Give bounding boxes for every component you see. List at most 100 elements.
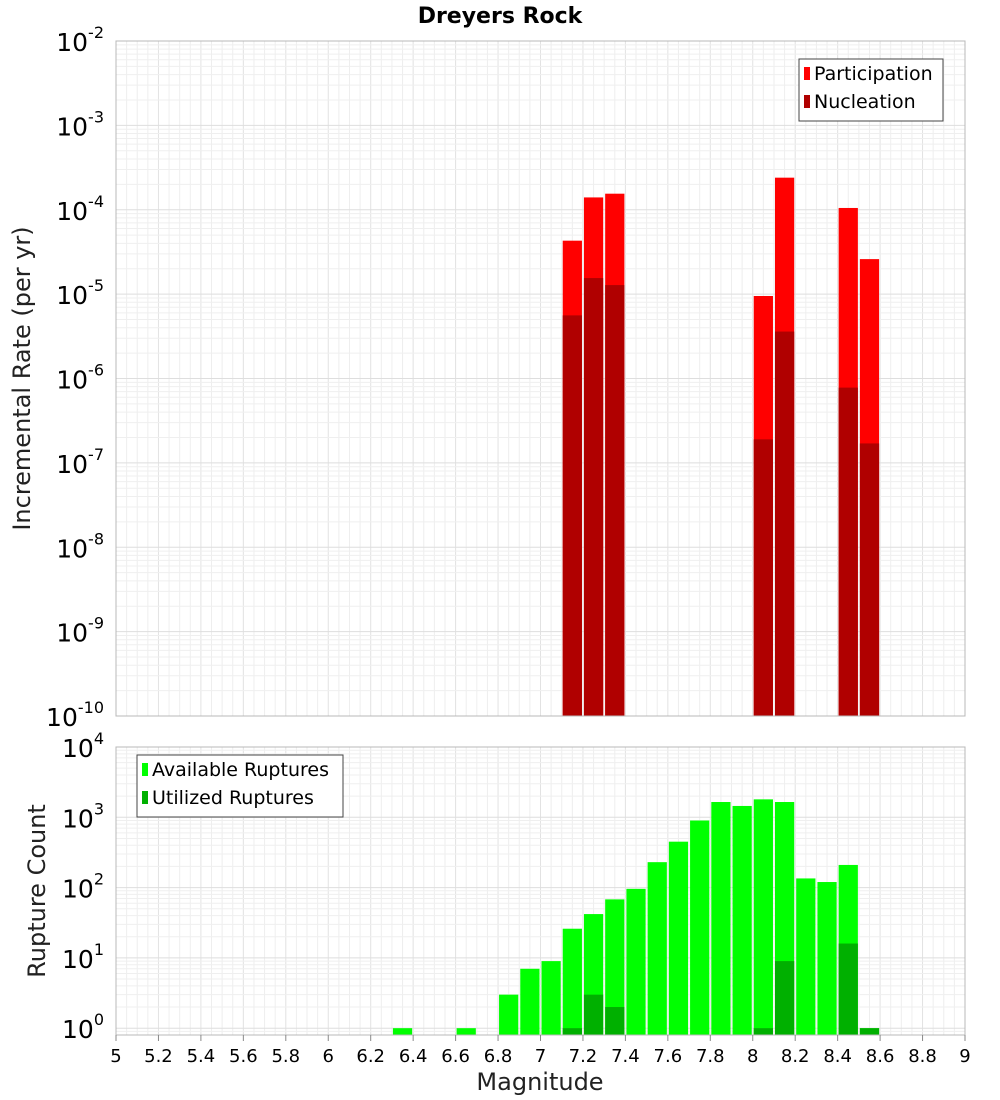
y-tick-label: 10-7: [56, 445, 104, 479]
bar: [859, 443, 880, 716]
x-tick-label: 5.6: [229, 1046, 258, 1067]
legend-swatch: [804, 95, 810, 108]
y-tick-base: 10: [56, 197, 88, 226]
rate-panel: 10-1010-910-810-710-610-510-410-310-2Inc…: [8, 23, 966, 732]
legend-box: [136, 754, 344, 818]
y-tick-base: 10: [56, 534, 88, 563]
x-tick-label: 7: [535, 1046, 546, 1067]
x-tick-label: 6.8: [484, 1046, 513, 1067]
y-tick-exponent: -9: [88, 614, 104, 633]
bar: [753, 1028, 773, 1035]
y-tick-base: 10: [62, 945, 94, 974]
bar: [456, 1028, 476, 1035]
legend: Available Ruptures Utilized Ruptures: [136, 754, 344, 818]
y-tick-label: 10-5: [56, 276, 104, 310]
bar: [817, 882, 837, 1035]
y-tick-label: 10-9: [56, 614, 104, 648]
y-axis-label: Rupture Count: [23, 804, 51, 978]
y-tick-base: 10: [56, 450, 88, 479]
y-tick-exponent: -5: [88, 276, 104, 295]
y-tick-exponent: 4: [94, 729, 104, 748]
x-tick-label: 8: [747, 1046, 758, 1067]
bar: [583, 994, 604, 1035]
bar: [562, 315, 582, 716]
bar: [562, 1028, 582, 1035]
y-tick-base: 10: [62, 734, 94, 763]
bar: [626, 888, 646, 1035]
legend-label: Utilized Ruptures: [152, 787, 314, 809]
legend-label: Available Ruptures: [152, 759, 329, 781]
x-tick-label: 5.4: [187, 1046, 216, 1067]
x-tick-label: 6.6: [441, 1046, 470, 1067]
bar: [668, 841, 689, 1035]
y-tick-exponent: -7: [88, 445, 104, 464]
x-tick-label: 5.2: [144, 1046, 173, 1067]
bar: [583, 278, 604, 716]
y-tick-label: 102: [62, 870, 104, 904]
y-tick-exponent: 1: [94, 940, 104, 959]
bar: [690, 820, 710, 1035]
y-tick-base: 10: [56, 366, 88, 395]
bar: [605, 1007, 625, 1035]
legend-swatch: [804, 67, 810, 80]
bar: [753, 439, 773, 716]
y-tick-base: 10: [46, 703, 78, 732]
y-tick-label: 103: [62, 799, 104, 833]
bar: [647, 862, 667, 1035]
x-tick-label: 9: [959, 1046, 970, 1067]
y-tick-label: 10-4: [56, 192, 104, 226]
legend: Participation Nucleation: [798, 58, 944, 122]
y-tick-exponent: -3: [88, 107, 104, 126]
y-tick-base: 10: [56, 619, 88, 648]
bar: [605, 899, 625, 1035]
bar: [796, 878, 816, 1035]
legend-label: Nucleation: [814, 91, 916, 113]
bar: [774, 961, 795, 1035]
bar: [562, 928, 582, 1035]
x-tick-label: 6.2: [356, 1046, 385, 1067]
y-tick-base: 10: [56, 28, 88, 57]
y-tick-exponent: -2: [88, 23, 104, 42]
x-tick-label: 7.4: [611, 1046, 640, 1067]
y-tick-base: 10: [62, 804, 94, 833]
y-tick-base: 10: [56, 112, 88, 141]
y-tick-label: 10-6: [56, 361, 104, 395]
bar: [859, 1028, 880, 1035]
y-tick-label: 104: [62, 729, 104, 763]
legend-label: Participation: [814, 63, 933, 85]
x-tick-label: 8.6: [866, 1046, 895, 1067]
y-tick-exponent: 0: [94, 1010, 104, 1029]
y-tick-base: 10: [62, 875, 94, 904]
y-tick-label: 10-10: [46, 698, 104, 732]
bar: [838, 943, 858, 1035]
x-tick-label: 5: [110, 1046, 121, 1067]
bar: [520, 968, 540, 1035]
y-tick-exponent: -6: [88, 361, 104, 380]
bar: [774, 331, 795, 716]
y-tick-base: 10: [56, 281, 88, 310]
bar: [711, 802, 731, 1035]
bar: [499, 994, 519, 1035]
y-tick-exponent: -10: [78, 698, 104, 717]
bar: [838, 387, 858, 716]
x-tick-label: 8.2: [781, 1046, 810, 1067]
y-tick-label: 10-2: [56, 23, 104, 57]
x-tick-label: 7.2: [569, 1046, 598, 1067]
y-tick-exponent: -4: [88, 192, 104, 211]
y-tick-label: 101: [62, 940, 104, 974]
x-axis-label: Magnitude: [476, 1068, 603, 1096]
chart-title: Dreyers Rock: [418, 4, 584, 29]
legend-box: [798, 58, 944, 122]
x-tick-label: 8.4: [823, 1046, 852, 1067]
y-tick-exponent: 3: [94, 799, 104, 818]
legend-swatch: [142, 763, 148, 776]
y-tick-exponent: 2: [94, 870, 104, 889]
bar: [605, 285, 625, 716]
y-axis-label: Incremental Rate (per yr): [8, 226, 36, 530]
legend-swatch: [142, 791, 148, 804]
bar: [753, 799, 773, 1035]
bar: [392, 1028, 413, 1035]
x-tick-label: 7.8: [696, 1046, 725, 1067]
